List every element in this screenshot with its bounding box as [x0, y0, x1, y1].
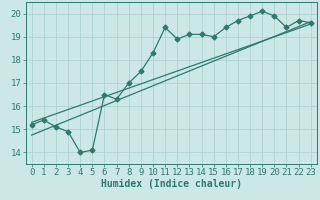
- X-axis label: Humidex (Indice chaleur): Humidex (Indice chaleur): [101, 179, 242, 189]
